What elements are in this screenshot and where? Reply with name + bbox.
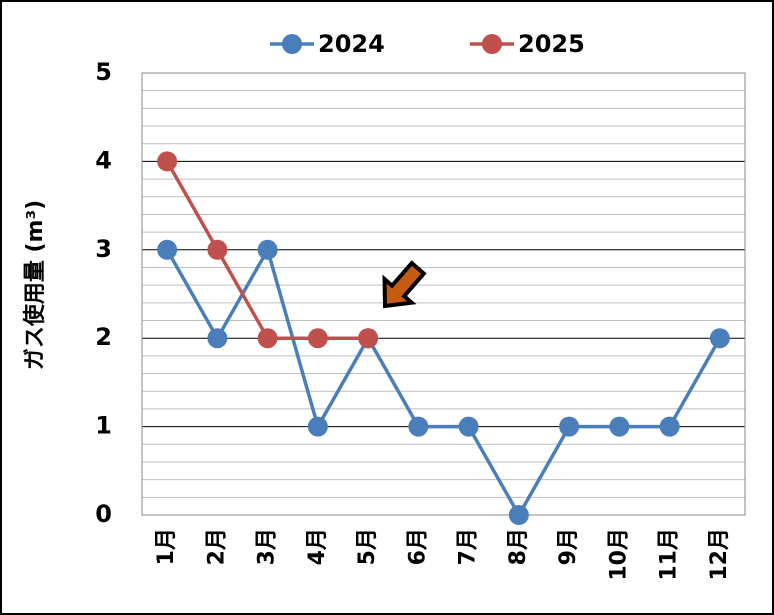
legend-label: 2025	[518, 30, 585, 58]
data-point	[257, 328, 278, 349]
x-tick-label: 10月	[606, 528, 631, 581]
data-point	[408, 416, 429, 437]
legend-label: 2024	[318, 30, 385, 58]
data-point	[307, 416, 328, 437]
data-point	[157, 151, 178, 172]
data-point	[358, 328, 379, 349]
data-point	[609, 416, 630, 437]
y-axis-label: ガス使用量 (m³)	[23, 200, 48, 370]
data-point	[257, 239, 278, 260]
x-tick-label: 8月	[506, 528, 531, 565]
data-point	[508, 505, 529, 525]
y-tick-label: 3	[95, 235, 112, 263]
plot-border	[141, 72, 746, 516]
data-point	[458, 416, 479, 437]
data-point	[709, 328, 730, 349]
x-tick-label: 1月	[154, 528, 179, 565]
data-point	[207, 239, 228, 260]
y-tick-label: 0	[95, 500, 112, 528]
x-tick-label: 2月	[204, 528, 229, 565]
x-tick-label: 9月	[556, 528, 581, 565]
x-tick-label: 5月	[355, 528, 380, 565]
arrow-annotation	[382, 260, 427, 309]
legend-marker	[282, 34, 302, 54]
legend-marker	[482, 34, 502, 54]
x-tick-label: 7月	[456, 528, 481, 565]
x-tick-label: 6月	[405, 528, 430, 565]
x-tick-label: 12月	[707, 528, 732, 581]
y-tick-label: 1	[95, 412, 112, 440]
y-tick-label: 2	[95, 323, 112, 351]
data-point	[157, 239, 178, 260]
x-tick-label: 11月	[657, 528, 682, 581]
data-point	[207, 328, 228, 349]
x-tick-label: 4月	[305, 528, 330, 565]
data-point	[659, 416, 680, 437]
y-tick-label: 5	[95, 58, 112, 86]
x-tick-label: 3月	[255, 528, 280, 565]
data-point	[307, 328, 328, 349]
data-point	[559, 416, 580, 437]
y-tick-label: 4	[95, 146, 112, 174]
